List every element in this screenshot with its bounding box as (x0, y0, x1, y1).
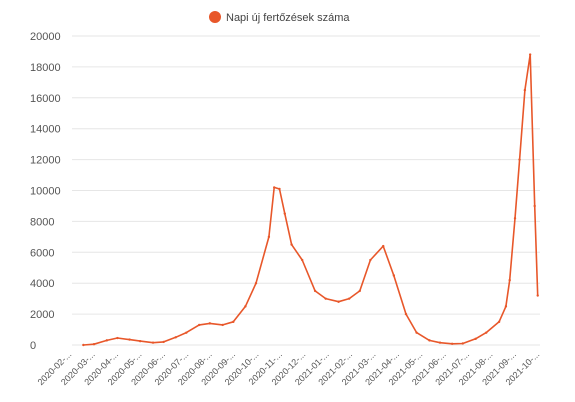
data-point (438, 341, 442, 344)
data-point (528, 53, 532, 56)
legend-marker (209, 11, 221, 23)
data-point (533, 204, 536, 208)
data-point (358, 289, 361, 293)
data-point (301, 258, 304, 262)
data-point (221, 323, 224, 327)
series-layer (82, 53, 539, 347)
x-axis-ticks: 2020-02-...2020-03-...2020-04-...2020-05… (36, 349, 542, 387)
y-tick-label: 6000 (30, 247, 54, 259)
data-point (485, 331, 488, 334)
data-point (404, 312, 408, 316)
data-point (450, 342, 454, 345)
data-point (185, 331, 188, 334)
data-point (461, 342, 464, 345)
legend-label: Napi új fertőzések száma (226, 12, 350, 24)
data-point (272, 186, 276, 189)
y-tick-label: 18000 (30, 62, 61, 74)
data-point (174, 336, 177, 339)
data-point (392, 274, 396, 277)
data-point (347, 297, 351, 300)
data-point (151, 341, 155, 344)
y-tick-label: 8000 (30, 216, 54, 228)
data-point (82, 343, 85, 347)
y-tick-label: 12000 (30, 155, 61, 167)
y-tick-label: 2000 (30, 309, 54, 321)
data-point (128, 338, 131, 341)
data-point (382, 244, 385, 248)
data-point (508, 278, 511, 282)
data-point (138, 339, 142, 343)
data-point (474, 337, 477, 341)
data-point (92, 343, 96, 346)
data-point (232, 320, 235, 324)
data-point (536, 294, 539, 297)
data-point (324, 297, 327, 300)
data-point (116, 336, 119, 340)
data-point (290, 243, 293, 246)
data-point (313, 289, 317, 293)
data-point (283, 212, 286, 215)
data-point (504, 305, 508, 308)
data-point (337, 300, 340, 303)
y-tick-label: 4000 (30, 278, 54, 290)
y-tick-label: 10000 (30, 186, 61, 198)
data-point (267, 235, 271, 239)
data-point (162, 340, 165, 344)
data-point (415, 331, 418, 334)
data-point (369, 258, 372, 262)
data-point (198, 323, 201, 327)
data-point (497, 320, 501, 324)
data-point (278, 187, 281, 191)
data-point (428, 339, 431, 342)
y-tick-label: 14000 (30, 124, 61, 136)
data-point (513, 217, 517, 220)
data-point (254, 282, 258, 285)
y-tick-label: 20000 (30, 31, 61, 43)
data-point (523, 88, 527, 92)
y-axis-ticks: 0 2000 4000 6000 8000 10000 12000 14000 16000 180… (30, 31, 61, 352)
data-point (244, 305, 247, 308)
y-tick-label: 16000 (30, 93, 61, 105)
legend: Napi új fertőzések száma (209, 11, 350, 24)
data-point (518, 158, 521, 161)
y-tick-label: 0 (30, 340, 36, 352)
grid-lines (72, 35, 540, 346)
data-point (105, 339, 109, 342)
data-point (208, 322, 212, 325)
